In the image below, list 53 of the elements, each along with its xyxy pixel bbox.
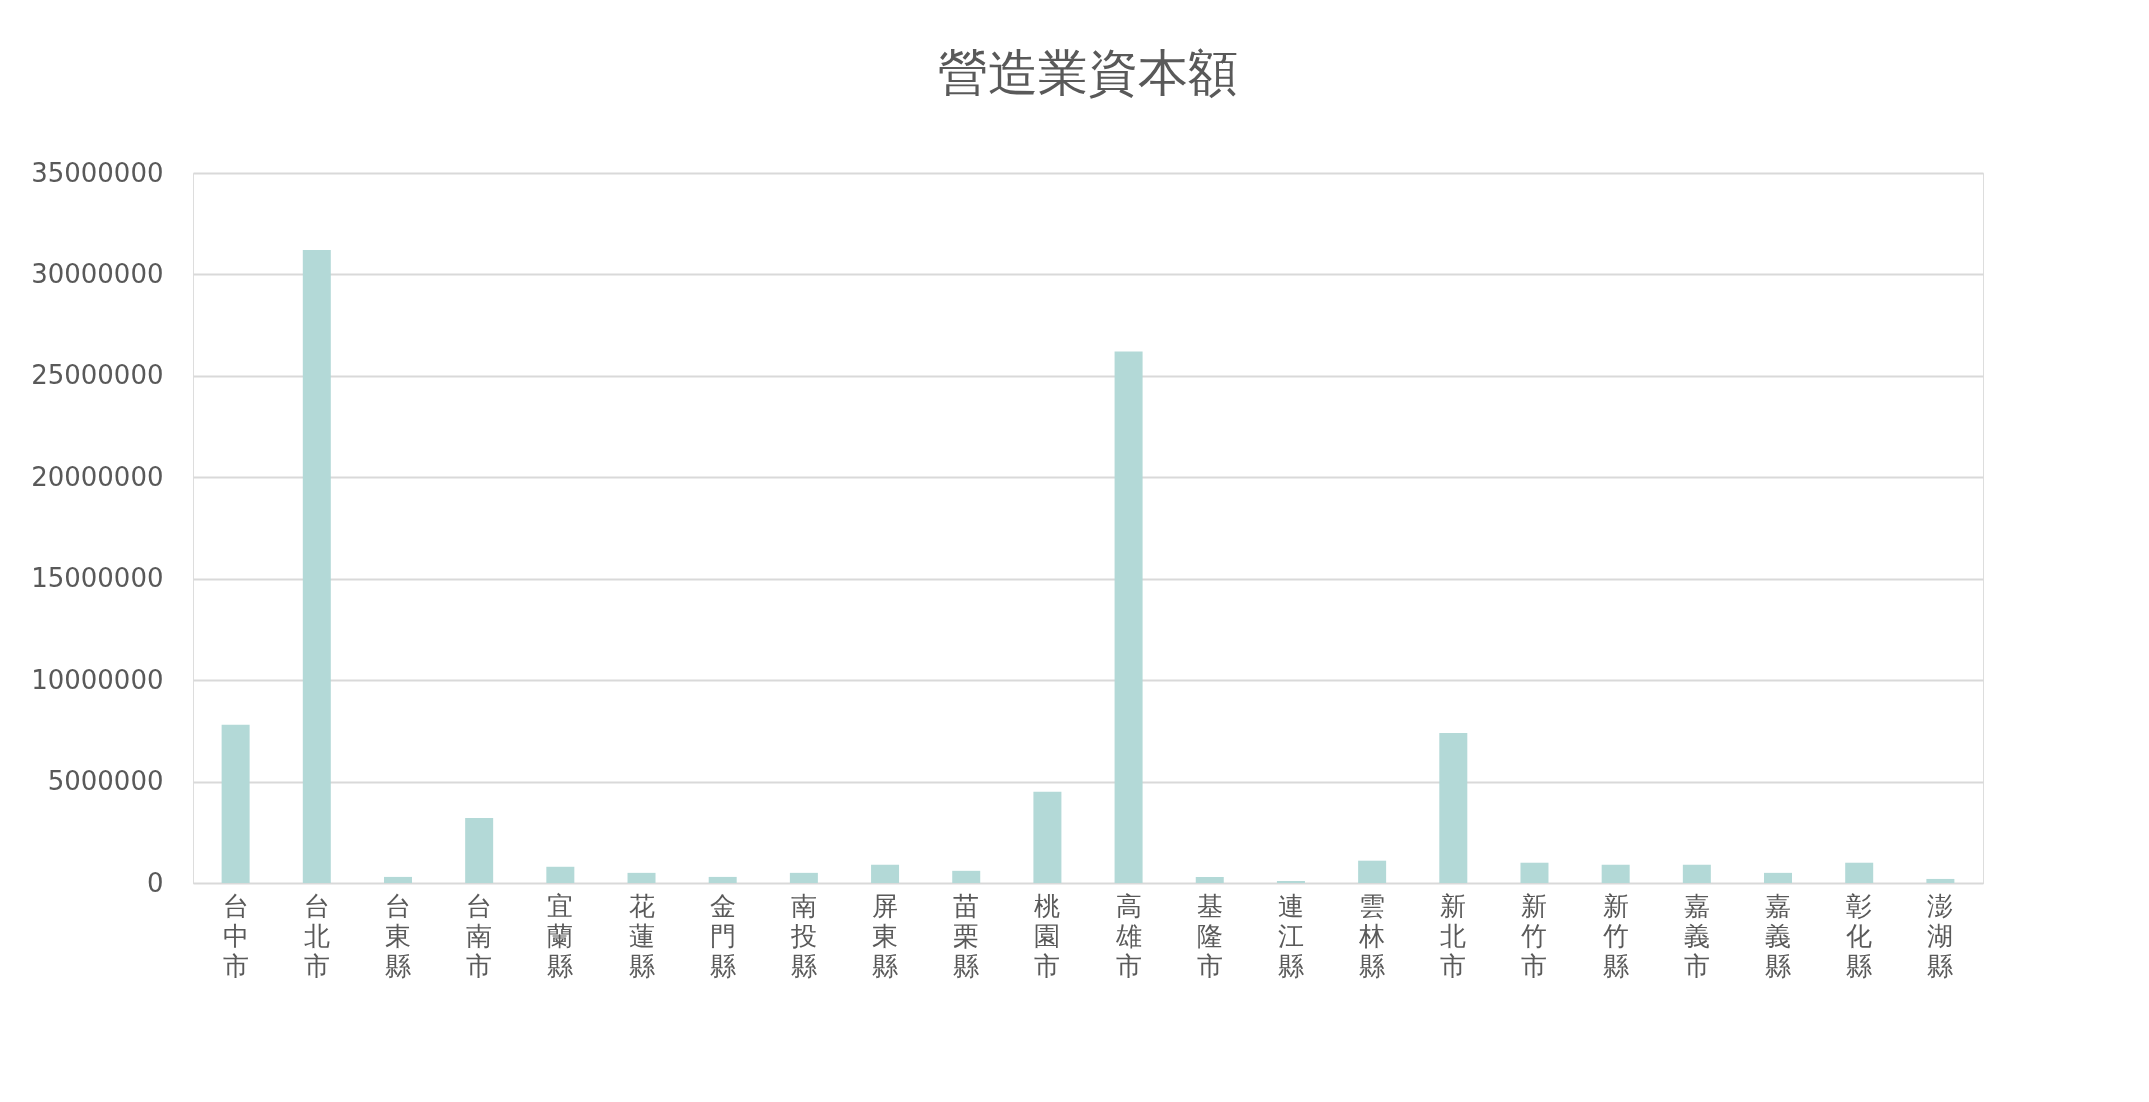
- x-tick-label: 桃園市: [1034, 890, 1061, 981]
- x-tick-label: 屏東縣: [872, 890, 899, 981]
- x-tick-label: 宜蘭縣: [547, 890, 574, 981]
- x-tick-label: 新竹市: [1521, 890, 1548, 981]
- x-tick-label: 基隆市: [1196, 890, 1223, 981]
- bar: [627, 872, 656, 883]
- x-tick-label: 南投縣: [789, 890, 817, 981]
- y-tick-label: 0: [146, 867, 164, 898]
- bar: [1276, 880, 1305, 883]
- bar: [546, 866, 575, 883]
- bar: [1764, 872, 1793, 883]
- x-tick-label: 花蓮縣: [628, 890, 655, 981]
- x-tick-label: 金門縣: [709, 890, 736, 981]
- x-tick-label: 澎湖縣: [1927, 890, 1954, 981]
- bar: [952, 870, 981, 883]
- y-tick-label: 25000000: [31, 360, 164, 391]
- y-tick-label: 35000000: [31, 157, 164, 188]
- x-tick-label: 台北市: [303, 890, 330, 981]
- bar: [1682, 864, 1711, 883]
- y-tick-label: 20000000: [31, 461, 164, 492]
- y-tick-label: 15000000: [31, 563, 164, 594]
- bar: [221, 724, 250, 883]
- x-tick-label: 嘉義市: [1683, 890, 1710, 981]
- y-tick-label: 30000000: [31, 258, 164, 289]
- bar: [1926, 878, 1955, 883]
- bar: [1195, 876, 1224, 883]
- bar: [1845, 862, 1874, 883]
- chart-title: 營造業資本額: [938, 44, 1238, 102]
- x-tick-label: 新竹縣: [1602, 890, 1629, 981]
- x-tick-label: 連江縣: [1277, 890, 1304, 981]
- bar: [383, 876, 412, 883]
- bar: [789, 872, 818, 883]
- bar: [1114, 351, 1143, 883]
- y-tick-label: 5000000: [47, 766, 164, 797]
- bar: [1033, 791, 1062, 883]
- x-tick-label: 台南市: [466, 890, 493, 981]
- bar: [302, 250, 331, 883]
- x-tick-label: 嘉義縣: [1765, 890, 1792, 981]
- x-tick-label: 高雄市: [1114, 890, 1142, 981]
- bar: [1358, 860, 1387, 883]
- x-tick-label: 彰化縣: [1846, 890, 1873, 981]
- bar: [1520, 862, 1549, 883]
- bar: [1439, 732, 1468, 883]
- bar: [1601, 864, 1630, 883]
- x-tick-label: 苗栗縣: [953, 890, 980, 981]
- x-tick-label: 新北市: [1440, 890, 1467, 981]
- x-tick-label: 台中市: [222, 890, 249, 981]
- bar: [465, 818, 494, 883]
- x-tick-label: 雲林縣: [1358, 890, 1386, 981]
- y-tick-label: 10000000: [31, 664, 164, 695]
- bar: [871, 864, 900, 883]
- x-tick-label: 台東縣: [384, 890, 411, 981]
- bar: [708, 876, 737, 883]
